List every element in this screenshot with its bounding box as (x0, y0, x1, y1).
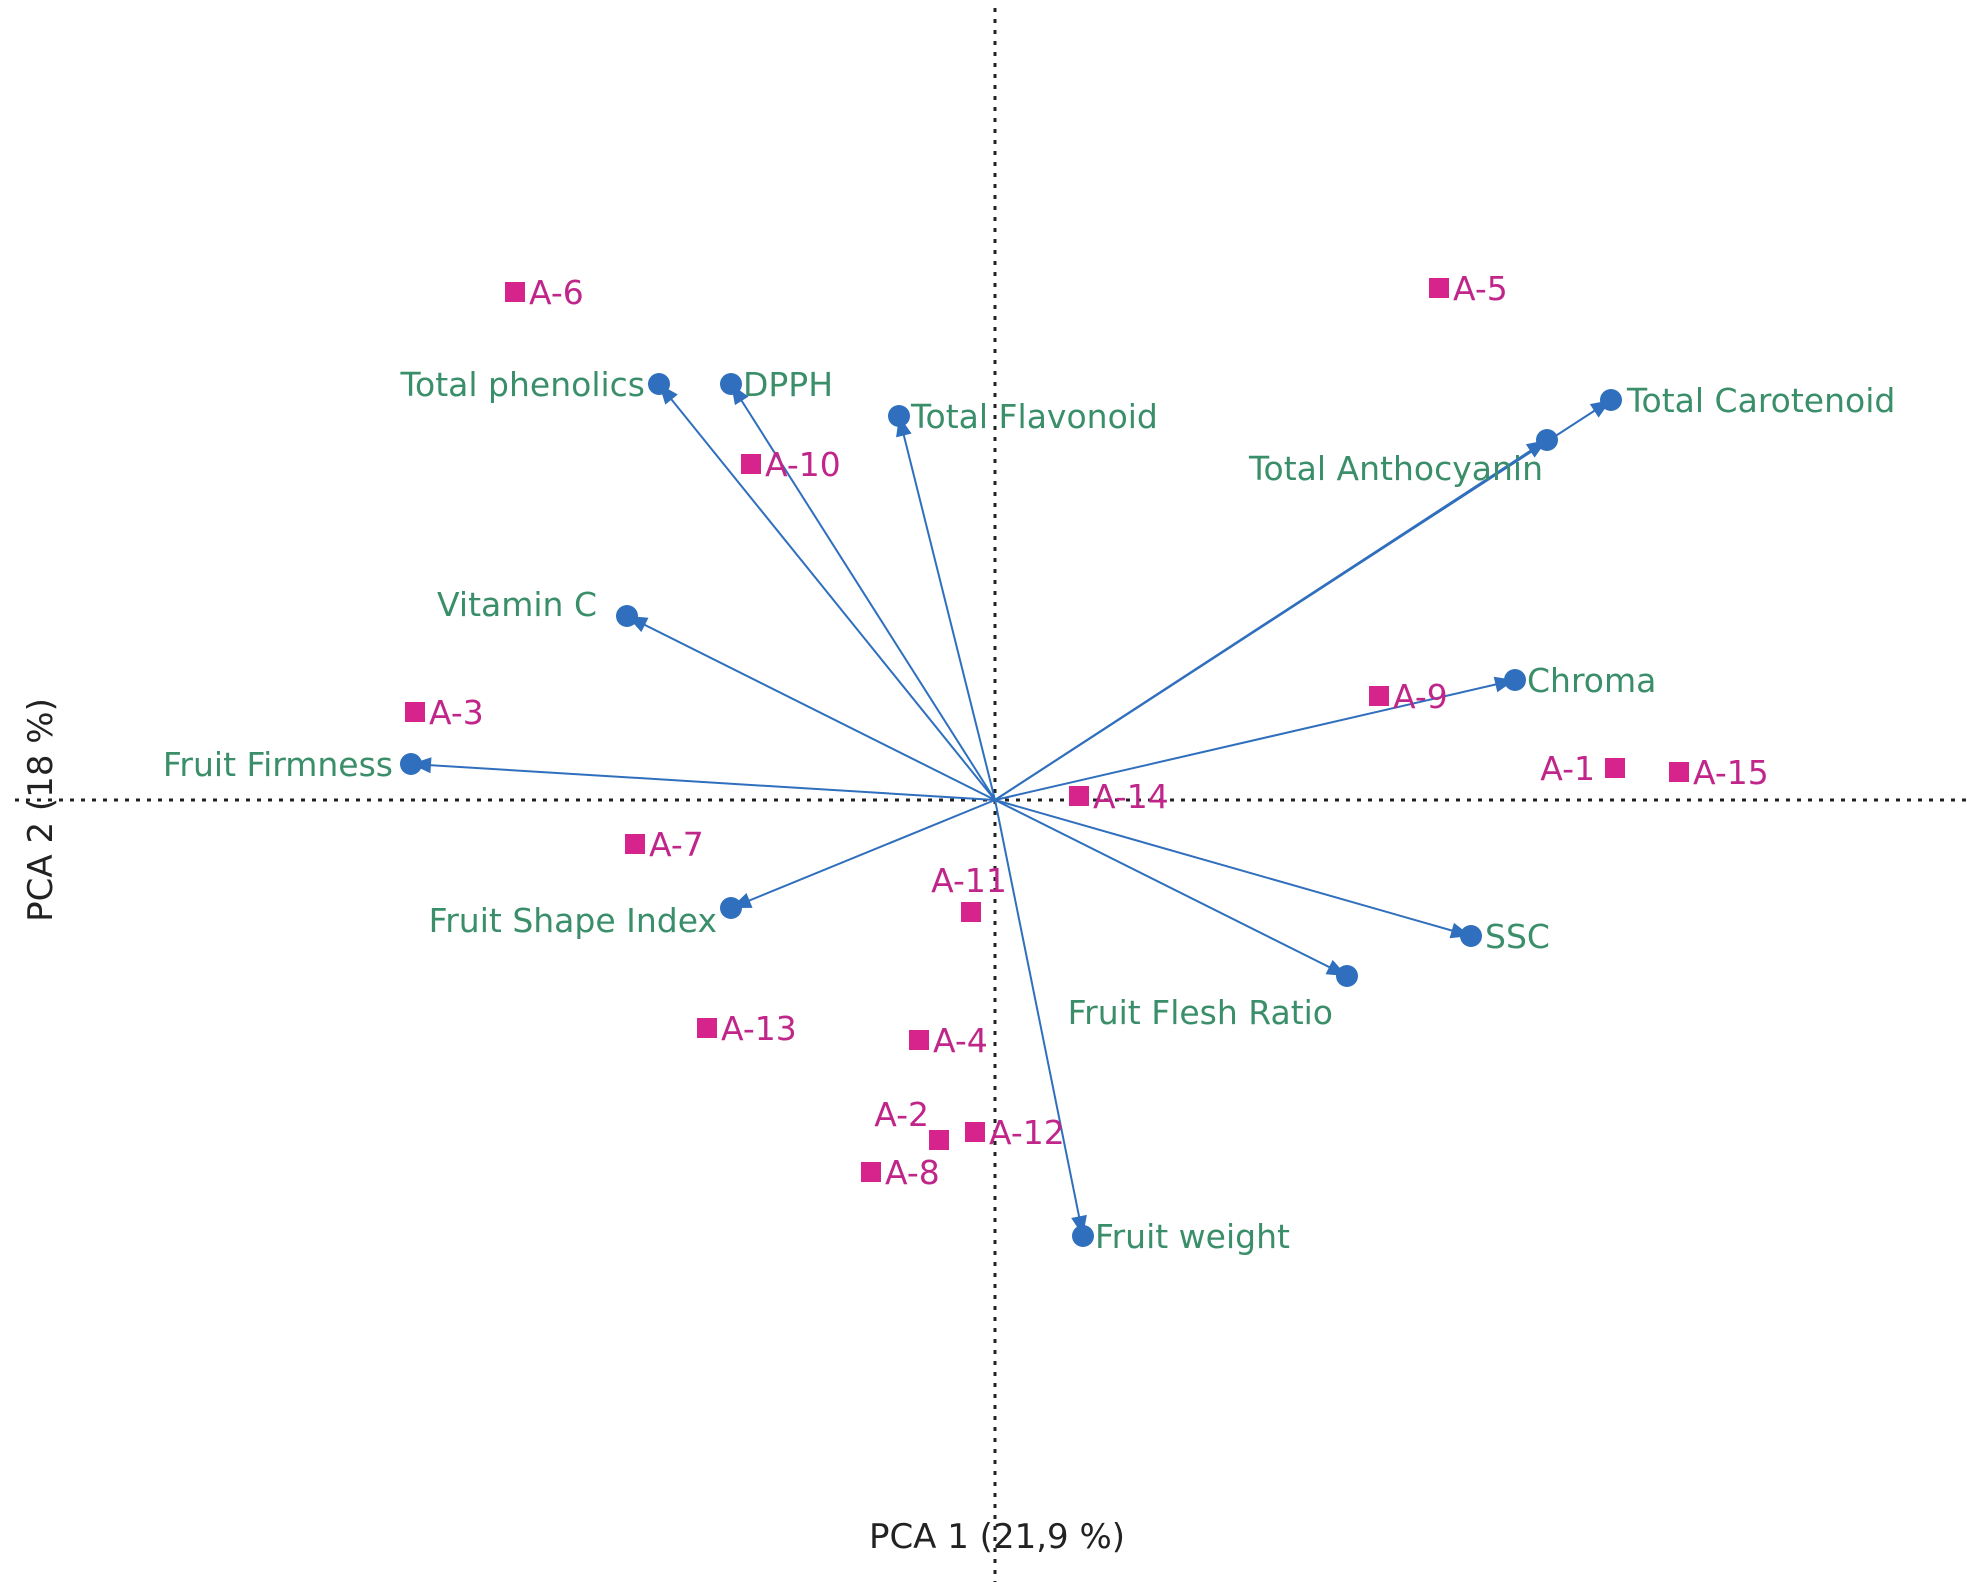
observation-marker-a-11 (961, 902, 981, 922)
observation-a-8: A-8 (861, 1153, 940, 1192)
vector-line-ssc (994, 799, 1472, 937)
observation-label-a-9: A-9 (1393, 677, 1448, 716)
variable-vector-total-phenolics: Total phenolics (399, 365, 996, 801)
observation-marker-a-5 (1429, 278, 1449, 298)
observation-label-a-10: A-10 (765, 445, 841, 484)
vector-endpoint-total-flavonoid (888, 405, 910, 427)
observation-label-a-14: A-14 (1093, 777, 1169, 816)
observation-marker-a-10 (741, 454, 761, 474)
vector-endpoint-total-anthocyanin (1536, 429, 1558, 451)
observation-marker-a-8 (861, 1162, 881, 1182)
vector-endpoint-total-phenolics (648, 373, 670, 395)
observation-a-2: A-2 (874, 1095, 949, 1150)
variable-label-fruit-firmness: Fruit Firmness (163, 745, 393, 784)
observation-label-a-6: A-6 (529, 273, 584, 312)
variable-label-ssc: SSC (1485, 917, 1550, 956)
variable-vectors: Total phenolics DPPH Total Flavonoid Total … (163, 365, 1895, 1256)
vector-line-fruit-weight (994, 799, 1084, 1237)
observation-label-a-3: A-3 (429, 693, 484, 732)
observation-a-13: A-13 (697, 1009, 797, 1048)
variable-vector-total-anthocyanin: Total Anthocyanin (994, 429, 1558, 801)
variable-vector-total-carotenoid: Total Carotenoid (994, 381, 1895, 801)
observation-a-7: A-7 (625, 825, 704, 864)
observation-label-a-11: A-11 (931, 861, 1007, 900)
variable-vector-chroma: Chroma (994, 661, 1656, 801)
observation-a-12: A-12 (965, 1113, 1065, 1152)
observation-label-a-1: A-1 (1540, 749, 1595, 788)
observation-marker-a-13 (697, 1018, 717, 1038)
observation-a-11: A-11 (931, 861, 1007, 922)
observation-marker-a-4 (909, 1030, 929, 1050)
observation-points: A-6 A-5 A-10 A-3 A-9 A-1 A-15 A-14 A-7 A-11 A-13 A-… (405, 269, 1769, 1192)
observation-a-3: A-3 (405, 693, 484, 732)
observation-marker-a-3 (405, 702, 425, 722)
vector-line-chroma (994, 679, 1516, 801)
variable-label-fruit-weight: Fruit weight (1095, 1217, 1290, 1256)
observation-label-a-7: A-7 (649, 825, 704, 864)
variable-vector-fruit-shape-index: Fruit Shape Index (429, 799, 996, 940)
variable-label-vitamin-c: Vitamin C (437, 585, 597, 624)
vector-line-vitamin-c (626, 615, 996, 801)
observation-a-4: A-4 (909, 1021, 988, 1060)
variable-vector-fruit-flesh-ratio: Fruit Flesh Ratio (994, 799, 1358, 1032)
x-axis-title: PCA 1 (21,9 %) (869, 1517, 1125, 1557)
observation-marker-a-12 (965, 1122, 985, 1142)
observation-label-a-8: A-8 (885, 1153, 940, 1192)
vector-line-total-phenolics (658, 383, 996, 801)
observation-label-a-4: A-4 (933, 1021, 988, 1060)
variable-vector-fruit-weight: Fruit weight (994, 799, 1290, 1256)
y-axis-title: PCA 2 (18 %) (21, 698, 61, 922)
vector-endpoint-ssc (1460, 925, 1482, 947)
observation-marker-a-6 (505, 282, 525, 302)
observation-label-a-2: A-2 (874, 1095, 929, 1134)
variable-label-total-carotenoid: Total Carotenoid (1626, 381, 1895, 420)
observation-a-6: A-6 (505, 273, 584, 312)
variable-vector-vitamin-c: Vitamin C (437, 585, 996, 801)
observation-marker-a-1 (1605, 758, 1625, 778)
variable-label-fruit-flesh-ratio: Fruit Flesh Ratio (1068, 993, 1333, 1032)
observation-marker-a-2 (929, 1130, 949, 1150)
observation-marker-a-15 (1669, 762, 1689, 782)
vector-line-fruit-firmness (410, 763, 996, 801)
vector-endpoint-chroma (1504, 669, 1526, 691)
observation-a-15: A-15 (1669, 753, 1769, 792)
observation-marker-a-9 (1369, 686, 1389, 706)
variable-vector-dpph: DPPH (720, 365, 996, 801)
vector-line-dpph (730, 383, 996, 801)
variable-label-total-phenolics: Total phenolics (399, 365, 645, 404)
observation-label-a-13: A-13 (721, 1009, 797, 1048)
axis-titles: PCA 1 (21,9 %) PCA 2 (18 %) (21, 698, 1125, 1557)
vector-endpoint-fruit-firmness (400, 753, 422, 775)
vector-endpoint-fruit-flesh-ratio (1336, 965, 1358, 987)
vector-line-fruit-flesh-ratio (994, 799, 1348, 977)
vector-endpoint-total-carotenoid (1600, 389, 1622, 411)
observation-a-5: A-5 (1429, 269, 1508, 308)
observation-marker-a-14 (1069, 786, 1089, 806)
observation-label-a-12: A-12 (989, 1113, 1065, 1152)
vector-line-fruit-shape-index (730, 799, 996, 909)
variable-label-dpph: DPPH (743, 365, 833, 404)
vector-endpoint-dpph (720, 373, 742, 395)
vector-line-total-anthocyanin (994, 439, 1548, 801)
observation-label-a-15: A-15 (1693, 753, 1769, 792)
variable-vector-ssc: SSC (994, 799, 1550, 956)
vector-endpoint-fruit-shape-index (720, 897, 742, 919)
variable-vector-total-flavonoid: Total Flavonoid (888, 397, 1158, 801)
variable-label-total-anthocyanin: Total Anthocyanin (1248, 449, 1543, 488)
vector-endpoint-vitamin-c (616, 605, 638, 627)
vector-line-total-flavonoid (898, 415, 996, 801)
variable-label-fruit-shape-index: Fruit Shape Index (429, 901, 717, 940)
observation-a-10: A-10 (741, 445, 841, 484)
observation-label-a-5: A-5 (1453, 269, 1508, 308)
observation-a-14: A-14 (1069, 777, 1169, 816)
variable-label-total-flavonoid: Total Flavonoid (910, 397, 1158, 436)
vector-endpoint-fruit-weight (1072, 1225, 1094, 1247)
observation-a-9: A-9 (1369, 677, 1448, 716)
observation-a-1: A-1 (1540, 749, 1625, 788)
variable-label-chroma: Chroma (1527, 661, 1656, 700)
variable-vector-fruit-firmness: Fruit Firmness (163, 745, 996, 801)
observation-marker-a-7 (625, 834, 645, 854)
